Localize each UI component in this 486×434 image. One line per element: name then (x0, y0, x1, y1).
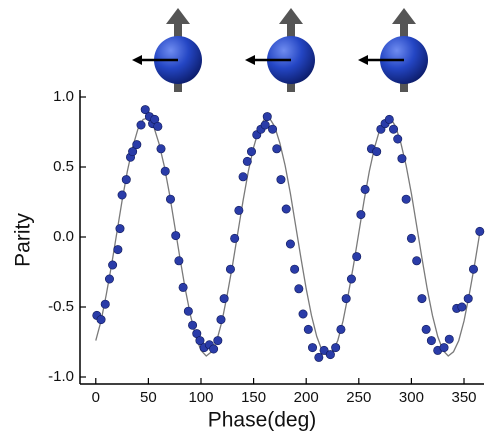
spin-icon (358, 8, 428, 92)
y-tick-label: -0.5 (48, 298, 74, 315)
data-point (171, 231, 181, 241)
data-point (96, 315, 106, 325)
spin-icon (132, 8, 202, 92)
data-point (160, 166, 170, 176)
data-point (285, 239, 295, 249)
data-point (401, 194, 411, 204)
data-point (468, 264, 478, 274)
y-axis-title: Parity (12, 213, 35, 267)
data-point (475, 226, 485, 236)
data-point (356, 210, 366, 220)
x-tick-label: 250 (346, 389, 371, 406)
data-point (108, 260, 118, 270)
data-point (406, 233, 416, 243)
data-point (336, 324, 346, 334)
data-point (314, 352, 324, 362)
data-point (242, 156, 252, 166)
data-point (246, 147, 256, 157)
data-point (188, 320, 198, 330)
data-point (281, 204, 291, 214)
x-tick-label: 300 (399, 389, 424, 406)
data-point (183, 306, 193, 316)
data-point (117, 190, 127, 200)
data-point (457, 302, 467, 312)
data-point (426, 336, 436, 346)
data-point (174, 256, 184, 266)
data-point (136, 120, 146, 130)
data-point (372, 147, 382, 157)
data-point (115, 224, 125, 234)
data-point (346, 274, 356, 284)
data-point (444, 334, 454, 344)
x-tick-label: 200 (294, 389, 319, 406)
data-point (463, 294, 473, 304)
data-point (331, 343, 341, 353)
y-tick-label: 0.0 (53, 228, 74, 245)
data-point (234, 205, 244, 215)
data-point (230, 233, 240, 243)
data-point (303, 324, 313, 334)
data-point (298, 309, 308, 319)
data-point (219, 294, 229, 304)
data-point (225, 264, 235, 274)
data-point (100, 299, 110, 309)
y-tick-label: 0.5 (53, 158, 74, 175)
data-point (360, 184, 370, 194)
data-point (140, 105, 150, 115)
x-axis-title: Phase(deg) (208, 409, 317, 432)
data-point (308, 343, 318, 353)
data-point (268, 124, 278, 134)
data-point (128, 147, 138, 157)
x-tick-label: 0 (92, 389, 100, 406)
data-point (319, 345, 329, 355)
data-point (209, 344, 219, 354)
data-point (156, 144, 166, 154)
data-point (260, 120, 270, 130)
data-point (276, 175, 286, 185)
data-point (421, 324, 431, 334)
fit-line (95, 117, 481, 357)
data-point (272, 144, 282, 154)
data-point (216, 315, 226, 325)
spin-icons (132, 8, 428, 92)
data-point (104, 274, 114, 284)
data-point (178, 282, 188, 292)
data-point (132, 140, 142, 150)
data-point (352, 252, 362, 262)
data-point (417, 294, 427, 304)
data-point (393, 134, 403, 144)
spin-icon (245, 8, 315, 92)
data-point (397, 154, 407, 164)
data-point (439, 343, 449, 353)
y-tick-label: -1.0 (48, 368, 74, 385)
data-point (165, 194, 175, 204)
data-point (341, 294, 351, 304)
y-tick-label: 1.0 (53, 88, 74, 105)
data-point (384, 114, 394, 124)
data-point (238, 172, 248, 182)
data-point (262, 112, 272, 122)
data-point (213, 336, 223, 346)
data-point (113, 245, 123, 255)
data-point (290, 264, 300, 274)
data-point (195, 336, 205, 346)
data-point (389, 124, 399, 134)
x-tick-label: 150 (241, 389, 266, 406)
data-point (153, 121, 163, 131)
data-point (412, 256, 422, 266)
x-tick-label: 100 (188, 389, 213, 406)
data-point (325, 350, 335, 360)
x-tick-label: 350 (451, 389, 476, 406)
data-point (121, 175, 131, 185)
data-point (294, 284, 304, 294)
x-tick-label: 50 (140, 389, 157, 406)
